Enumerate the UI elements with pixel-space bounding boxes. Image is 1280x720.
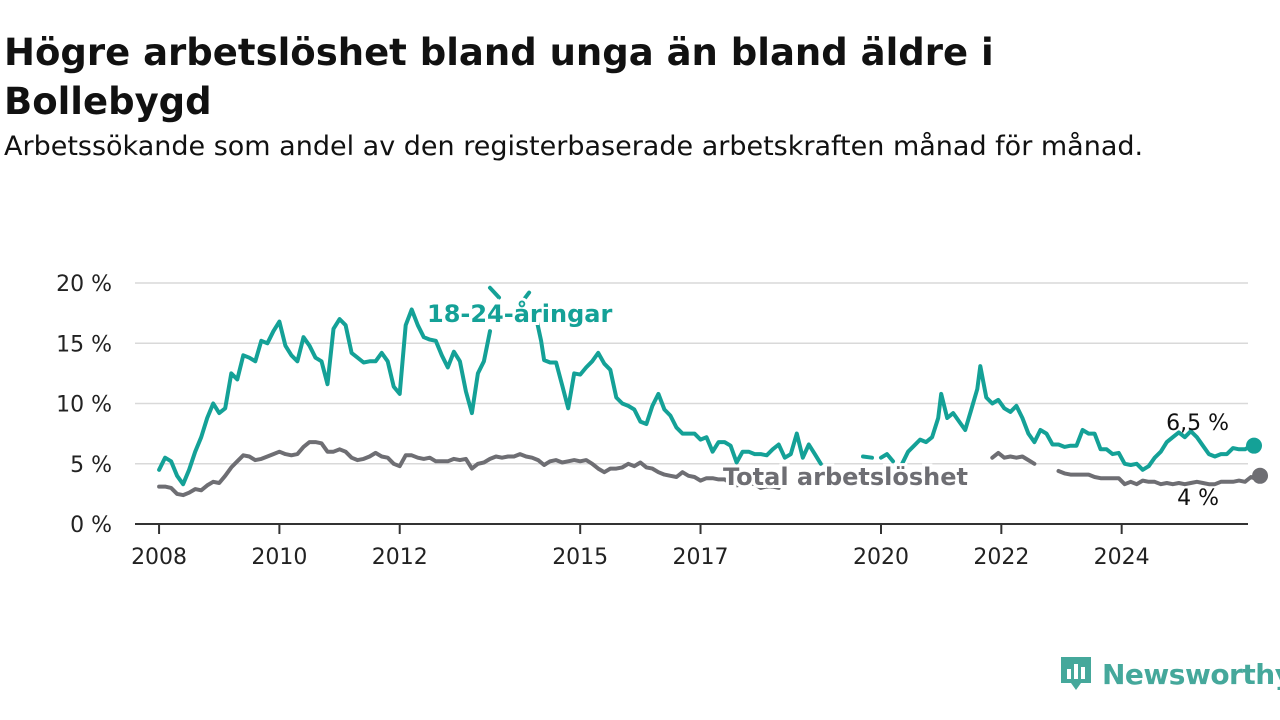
series-labels: 18-24-åringar Total arbetslöshet 6,5 % 4 % [424,296,1229,511]
youth-series-line [518,290,532,307]
y-tick-label: 0 % [70,513,112,538]
youth-series-line [533,311,823,466]
y-axis-ticks: 0 % 5 % 10 % 15 % 20 % [56,272,112,538]
youth-series-label: 18-24-åringar [427,299,612,328]
total-series-label: Total arbetslöshet [723,463,968,491]
x-tick-label: 2012 [372,545,428,570]
youth-series-line [861,454,874,460]
total-series-line [990,450,1037,466]
x-tick-label: 2020 [853,545,909,570]
y-tick-label: 5 % [70,453,112,478]
x-tick-label: 2008 [131,545,187,570]
series-lines [157,285,1269,498]
total-series-line [157,440,781,498]
newsworthy-brand: Newsworthy [1058,652,1280,696]
newsworthy-chart-logo-icon [1061,657,1091,690]
y-tick-label: 10 % [56,393,112,418]
page-title: Högre arbetslöshet bland unga än bland ä… [4,31,994,123]
youth-series-line [157,307,492,487]
page-subtitle: Arbetssökande som andel av den registerb… [4,131,1144,162]
youth-end-point [1246,437,1263,454]
x-tick-label: 2015 [552,545,608,570]
x-axis: 2008 2010 2012 2015 2017 2020 2022 2024 [131,523,1248,570]
grid-lines [135,282,1248,465]
youth-series-line [900,364,1256,472]
total-series-line [1056,469,1262,487]
y-tick-label: 20 % [56,272,112,297]
youth-series-line [488,285,501,300]
x-tick-label: 2010 [251,545,307,570]
x-tick-label: 2017 [673,545,729,570]
brand-name: Newsworthy [1102,657,1280,691]
y-tick-label: 15 % [56,332,112,357]
total-end-point [1252,467,1269,484]
total-end-value-label: 4 % [1177,486,1219,511]
x-tick-label: 2022 [973,545,1029,570]
youth-end-value-label: 6,5 % [1166,411,1229,436]
x-tick-label: 2024 [1094,545,1150,570]
youth-series-line [879,452,895,464]
